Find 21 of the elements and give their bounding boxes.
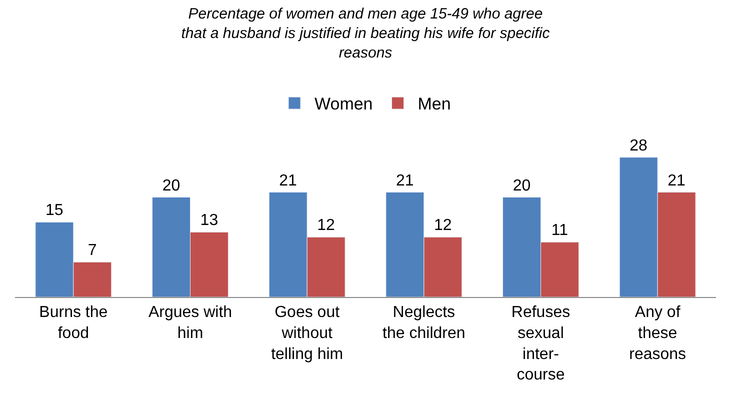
x-tick-label: Neglects the children	[382, 304, 466, 342]
data-label: 28	[630, 137, 648, 154]
x-tick-label: Burns the food	[39, 304, 108, 342]
data-label: 15	[45, 202, 64, 220]
x-tick-label: Argues with him	[148, 304, 232, 342]
legend-label: Women	[314, 94, 373, 114]
data-label: 12	[317, 217, 336, 234]
x-tick-label: Any of these reasons	[629, 304, 686, 363]
data-label: 21	[668, 172, 686, 190]
x-tick-label: Goes out without telling him	[271, 304, 344, 363]
data-label: 7	[88, 242, 97, 260]
legend-label: Men	[418, 94, 451, 114]
data-label: 13	[200, 212, 218, 230]
chart-title: Percentage of women and men age 15-49 who agree that a husband is justified in beating his wife for specific reasons	[181, 6, 550, 62]
data-label: 21	[279, 172, 298, 190]
data-label: 11	[551, 222, 568, 240]
data-label: 21	[396, 172, 414, 190]
x-tick-label: Refuses sexual inter- course	[511, 304, 570, 384]
data-label: 20	[162, 177, 180, 194]
data-label: 12	[434, 217, 452, 234]
data-label: 20	[512, 177, 531, 194]
